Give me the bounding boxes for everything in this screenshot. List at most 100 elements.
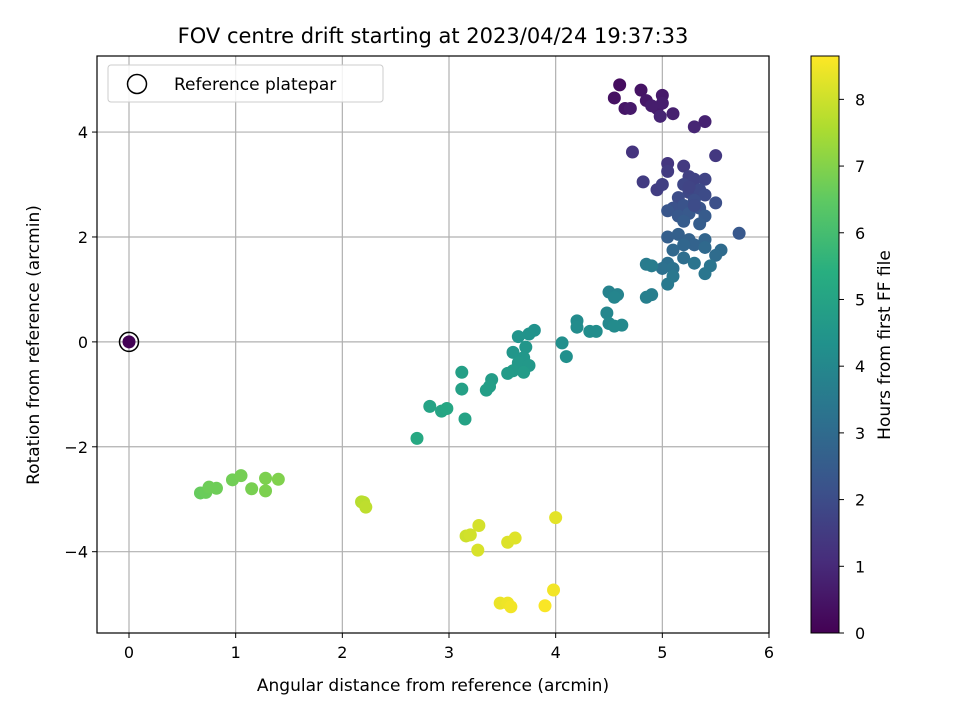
colorbar-gradient — [810, 55, 840, 634]
data-point — [671, 227, 685, 241]
data-point — [698, 240, 712, 254]
legend: Reference platepar — [107, 64, 384, 103]
data-point — [607, 91, 621, 105]
colorbar-tick-label: 2 — [855, 491, 865, 510]
data-point — [423, 399, 437, 413]
data-point — [687, 198, 701, 212]
data-point — [589, 324, 603, 338]
data-point — [538, 599, 552, 613]
x-tick-label: 6 — [764, 643, 774, 662]
data-point — [732, 226, 746, 240]
y-axis: −4 −2 0 2 4 — [64, 123, 97, 562]
data-point — [709, 149, 723, 163]
data-point — [677, 238, 691, 252]
reference-marker — [118, 331, 140, 353]
chart-title: FOV centre drift starting at 2023/04/24 … — [178, 24, 689, 48]
colorbar-tick-label: 7 — [855, 157, 865, 176]
colorbar-tick-label: 4 — [855, 357, 865, 376]
data-point — [634, 83, 648, 97]
data-point — [209, 481, 223, 495]
y-axis-title: Rotation from reference (arcmin) — [24, 205, 44, 485]
data-point — [655, 96, 669, 110]
data-point — [479, 383, 493, 397]
y-tick-label: 4 — [78, 123, 88, 142]
data-point — [661, 230, 675, 244]
data-point — [522, 327, 536, 341]
x-axis-title: Angular distance from reference (arcmin) — [257, 676, 609, 696]
data-point — [687, 256, 701, 270]
colorbar-title: Hours from first FF file — [875, 250, 895, 440]
data-point — [519, 340, 533, 354]
colorbar-tick-label: 0 — [855, 624, 865, 643]
data-point — [458, 412, 472, 426]
plot-frame — [96, 55, 770, 634]
y-tick-label: −4 — [64, 543, 88, 562]
y-tick-label: −2 — [64, 438, 88, 457]
x-tick-label: 5 — [657, 643, 667, 662]
data-point — [661, 204, 675, 218]
data-point — [600, 306, 614, 320]
data-point — [613, 78, 627, 92]
colorbar: 0 1 2 3 4 5 6 7 8 Hours from first FF file — [810, 55, 895, 643]
data-point — [607, 290, 621, 304]
data-point — [661, 164, 675, 178]
data-point — [645, 259, 659, 273]
data-point — [687, 238, 701, 252]
data-point — [234, 469, 248, 483]
data-point — [625, 145, 639, 159]
data-point — [693, 217, 707, 231]
data-point — [359, 500, 373, 514]
colorbar-ticks: 0 1 2 3 4 5 6 7 8 — [839, 90, 865, 643]
colorbar-tick-label: 5 — [855, 290, 865, 309]
x-tick-label: 2 — [337, 643, 347, 662]
y-tick-label: 2 — [78, 228, 88, 247]
data-point — [549, 511, 563, 525]
data-point — [677, 159, 691, 173]
data-point — [455, 365, 469, 379]
data-point — [607, 319, 621, 333]
data-point — [623, 101, 637, 115]
reference-platepar-marker — [118, 331, 140, 353]
data-point — [471, 543, 485, 557]
data-point — [508, 531, 522, 545]
x-tick-label: 1 — [231, 643, 241, 662]
grid-lines — [97, 56, 770, 633]
data-point — [698, 267, 712, 281]
data-point — [709, 196, 723, 210]
data-point — [271, 472, 285, 486]
data-point — [259, 484, 273, 498]
legend-label: Reference platepar — [174, 75, 336, 95]
x-tick-label: 4 — [551, 643, 561, 662]
data-point — [639, 290, 653, 304]
data-point — [677, 251, 691, 265]
data-point — [655, 261, 669, 275]
data-point — [653, 109, 667, 123]
colorbar-tick-label: 6 — [855, 224, 865, 243]
colorbar-tick-label: 1 — [855, 557, 865, 576]
data-point — [666, 243, 680, 257]
data-point — [504, 600, 518, 614]
data-point — [547, 583, 561, 597]
colorbar-tick-label: 8 — [855, 90, 865, 109]
data-point — [698, 172, 712, 186]
data-point — [661, 277, 675, 291]
data-point — [636, 175, 650, 189]
x-tick-label: 0 — [124, 643, 134, 662]
data-point — [506, 345, 520, 359]
x-tick-label: 3 — [444, 643, 454, 662]
data-point — [245, 482, 259, 496]
data-point — [698, 188, 712, 202]
legend-box — [107, 64, 384, 103]
data-point — [517, 365, 531, 379]
data-point — [511, 330, 525, 344]
data-point — [501, 366, 515, 380]
data-point — [709, 248, 723, 262]
colorbar-tick-label: 3 — [855, 424, 865, 443]
data-point — [472, 518, 486, 532]
data-point — [698, 115, 712, 129]
data-point — [440, 401, 454, 415]
data-point — [655, 178, 669, 192]
data-point — [570, 320, 584, 334]
data-point — [122, 335, 136, 349]
